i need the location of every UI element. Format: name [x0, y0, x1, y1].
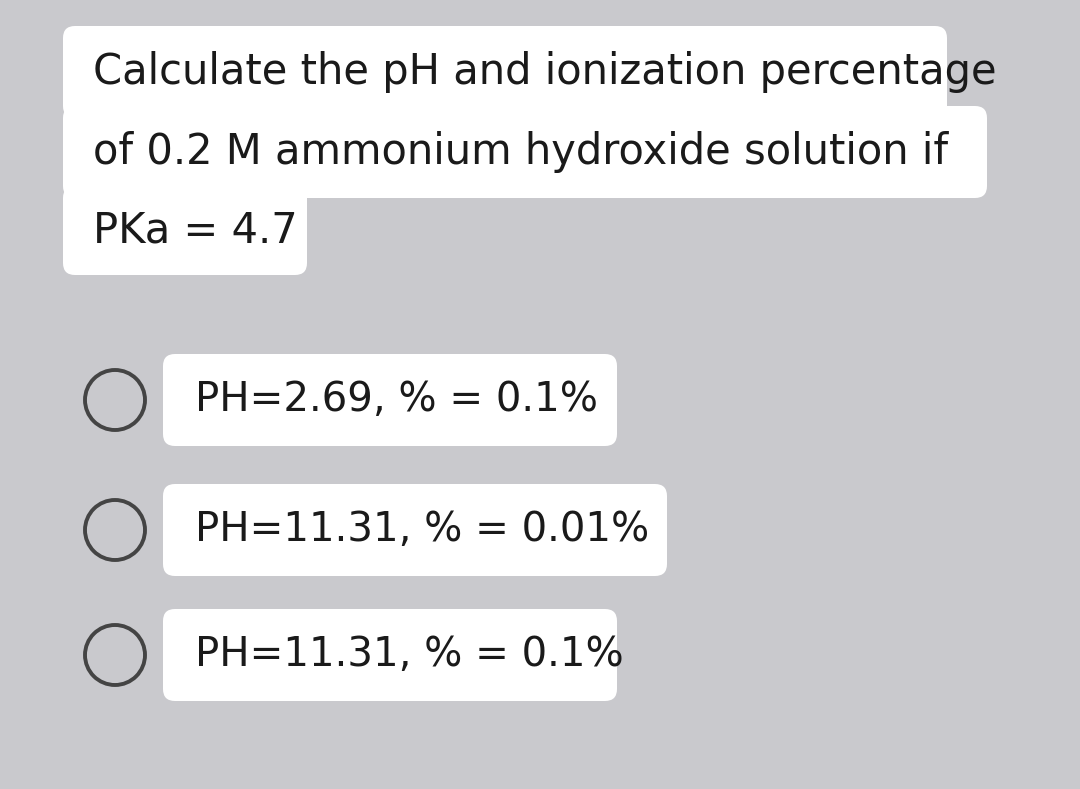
FancyBboxPatch shape: [63, 106, 987, 198]
FancyBboxPatch shape: [63, 26, 947, 118]
FancyBboxPatch shape: [63, 186, 307, 275]
Text: PKa = 4.7: PKa = 4.7: [93, 210, 298, 252]
FancyBboxPatch shape: [163, 354, 617, 446]
Text: Calculate the pH and ionization percentage: Calculate the pH and ionization percenta…: [93, 51, 997, 93]
Text: of 0.2 M ammonium hydroxide solution if: of 0.2 M ammonium hydroxide solution if: [93, 131, 948, 173]
FancyBboxPatch shape: [163, 609, 617, 701]
Text: PH=11.31, % = 0.1%: PH=11.31, % = 0.1%: [195, 635, 624, 675]
Text: PH=2.69, % = 0.1%: PH=2.69, % = 0.1%: [195, 380, 598, 420]
FancyBboxPatch shape: [163, 484, 667, 576]
Text: PH=11.31, % = 0.01%: PH=11.31, % = 0.01%: [195, 510, 649, 550]
